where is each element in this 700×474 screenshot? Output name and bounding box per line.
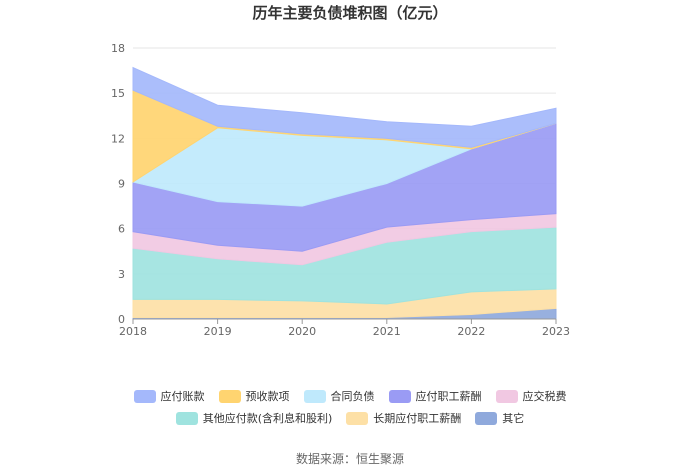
legend-swatch xyxy=(303,389,326,403)
x-tick-label: 2023 xyxy=(542,325,570,338)
legend-swatch xyxy=(475,411,498,425)
legend-swatch xyxy=(133,389,156,403)
legend-label: 长期应付职工薪酬 xyxy=(373,412,462,425)
legend-label: 预收款项 xyxy=(245,390,290,403)
data-source: 数据来源：恒生聚源 xyxy=(295,452,404,466)
legend-item[interactable]: 合同负债 xyxy=(303,388,375,404)
legend-swatch xyxy=(388,389,411,403)
x-tick-label: 2021 xyxy=(373,325,401,338)
legend-label: 应付账款 xyxy=(160,390,205,403)
legend-swatch xyxy=(175,411,198,425)
legend-item[interactable]: 其它 xyxy=(475,410,524,426)
x-tick-label: 2019 xyxy=(204,325,232,338)
legend-item[interactable]: 长期应付职工薪酬 xyxy=(346,410,461,426)
legend-item[interactable]: 应付账款 xyxy=(133,388,205,404)
legend-item[interactable]: 应付职工薪酬 xyxy=(388,388,482,404)
legend-label: 应交税费 xyxy=(522,390,567,403)
y-tick-label: 18 xyxy=(111,42,125,55)
legend-item[interactable]: 应交税费 xyxy=(495,388,567,404)
legend-item[interactable]: 预收款项 xyxy=(218,388,290,404)
y-tick-label: 12 xyxy=(111,132,125,145)
legend-swatch xyxy=(495,389,518,403)
legend-label: 应付职工薪酬 xyxy=(415,390,482,403)
y-tick-label: 15 xyxy=(111,87,125,100)
y-tick-label: 9 xyxy=(118,178,125,191)
chart-title: 历年主要负债堆积图（亿元） xyxy=(252,4,448,22)
legend-label: 其它 xyxy=(502,412,525,425)
y-tick-label: 0 xyxy=(118,313,125,326)
legend-swatch xyxy=(218,389,241,403)
area-series-7 xyxy=(132,66,557,148)
x-tick-label: 2018 xyxy=(119,325,147,338)
legend-swatch xyxy=(346,411,369,425)
x-tick-label: 2022 xyxy=(457,325,485,338)
legend-label: 其他应付款(含利息和股利) xyxy=(202,412,333,425)
legend-item[interactable]: 其他应付款(含利息和股利) xyxy=(175,410,333,426)
y-tick-label: 3 xyxy=(118,268,125,281)
y-tick-label: 6 xyxy=(118,223,125,236)
legend-label: 合同负债 xyxy=(330,390,375,403)
x-tick-label: 2020 xyxy=(288,325,316,338)
chart-legend: 应付账款 预收款项 合同负债 应付职工薪酬 应交税费其他应付款(含利息和股利) 长期应付职… xyxy=(120,388,580,426)
